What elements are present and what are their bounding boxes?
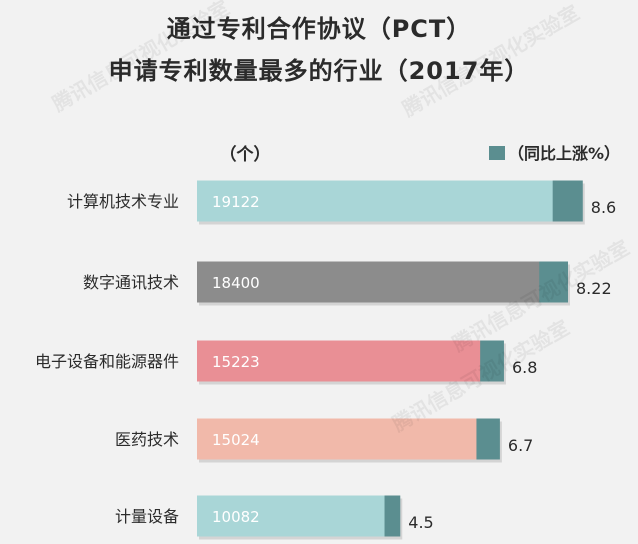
value-label: 15223 [212, 353, 260, 371]
unit-label: （个） [220, 144, 271, 165]
value-bar [197, 495, 385, 537]
chart-title-line-1: 通过专利合作协议（PCT） [166, 15, 472, 43]
growth-label: 6.7 [508, 436, 533, 455]
value-label: 19122 [212, 193, 260, 211]
value-label: 18400 [212, 274, 260, 292]
category-label: 数字通讯技术 [83, 273, 179, 292]
growth-bar [537, 261, 569, 303]
category-label: 计算机技术专业 [67, 192, 179, 211]
growth-bar [474, 418, 500, 460]
growth-bar [478, 340, 504, 382]
category-label: 电子设备和能源器件 [35, 352, 179, 371]
growth-label: 8.22 [576, 279, 612, 298]
category-label: 医药技术 [115, 430, 179, 449]
growth-bar [550, 180, 583, 222]
value-bar [197, 261, 540, 303]
legend-label: （同比上涨%） [508, 144, 620, 163]
category-label: 计量设备 [115, 507, 179, 526]
growth-label: 8.6 [591, 198, 616, 217]
value-label: 10082 [212, 508, 260, 526]
value-bar [197, 180, 553, 222]
growth-label: 6.8 [512, 358, 537, 377]
growth-bar [382, 495, 401, 537]
chart-title: 通过专利合作协议（PCT） 申请专利数量最多的行业（2017年） [0, 8, 638, 92]
value-bar [197, 340, 481, 382]
growth-label: 4.5 [408, 513, 433, 532]
value-bar [197, 418, 477, 460]
value-label: 15024 [212, 431, 260, 449]
legend-swatch [489, 146, 505, 160]
chart-title-line-2: 申请专利数量最多的行业（2017年） [108, 57, 530, 85]
